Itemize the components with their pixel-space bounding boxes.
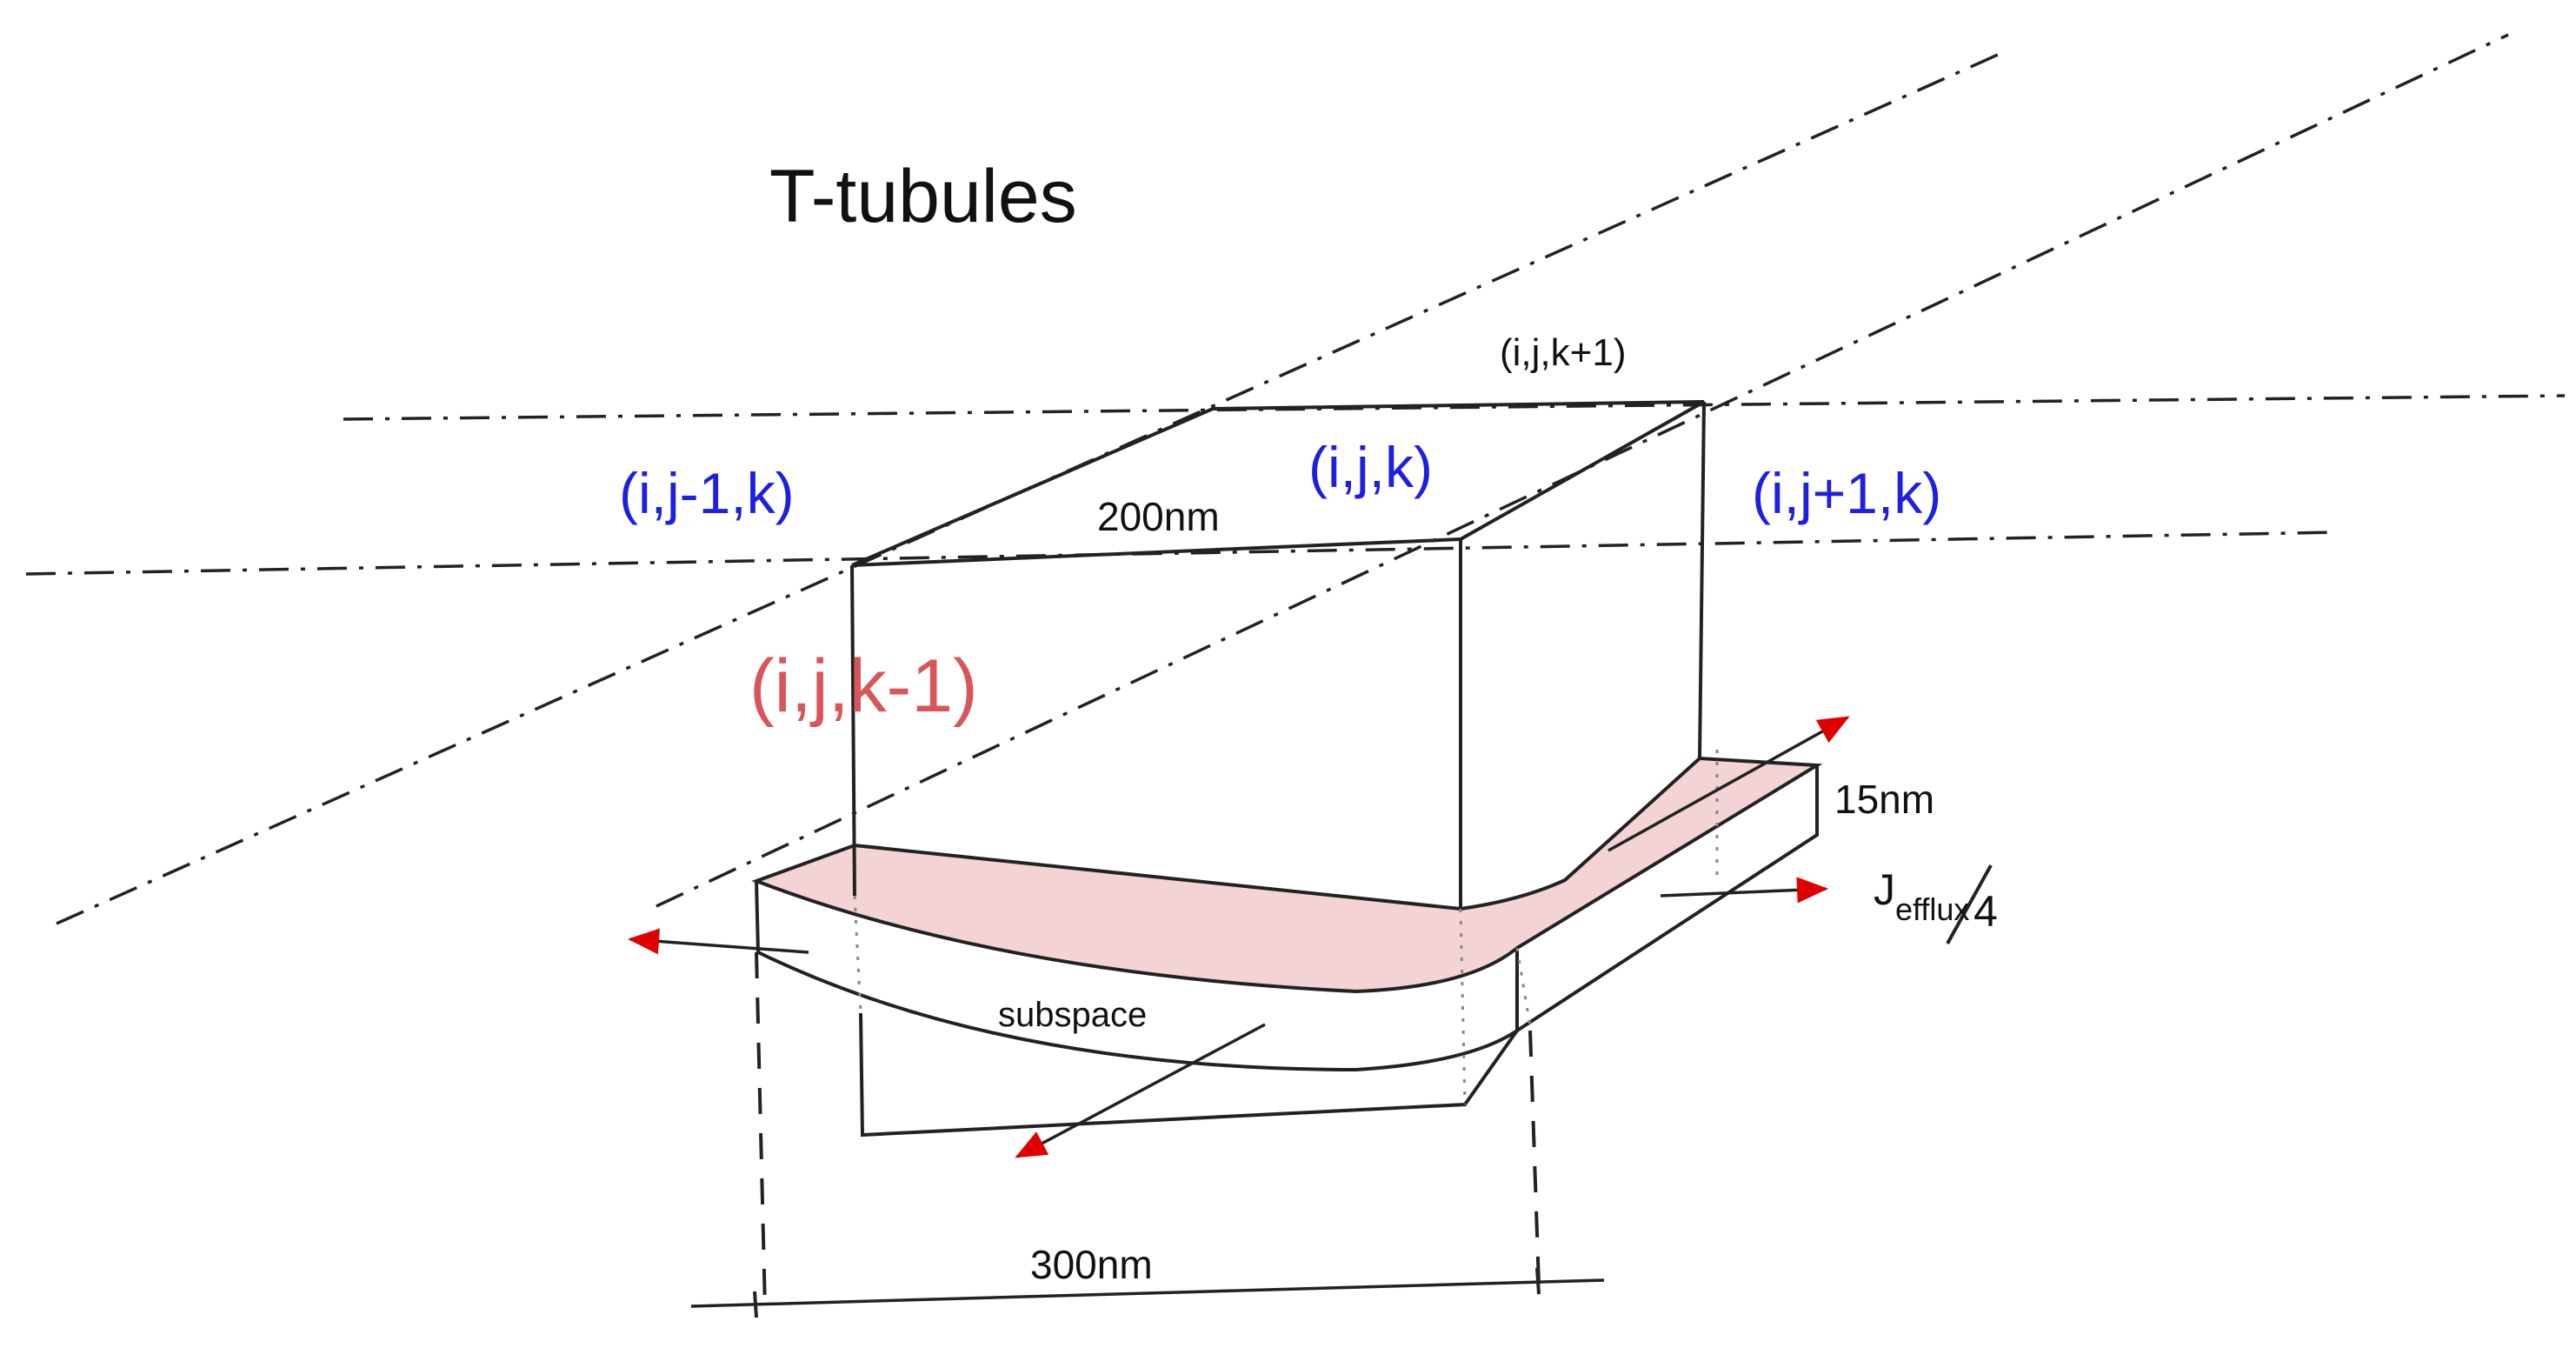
flux-fraction-slash bbox=[1946, 864, 1993, 944]
box-back-right-edge bbox=[1698, 401, 1706, 759]
box-top-face bbox=[851, 400, 1705, 567]
subspace-slab-front bbox=[755, 880, 1519, 1072]
dimension-tick-right bbox=[1535, 1267, 1541, 1295]
label-flux-j: Jefflux bbox=[1874, 865, 1969, 927]
label-flux-sub: efflux bbox=[1895, 891, 1969, 927]
lower-box bbox=[859, 1012, 1519, 1138]
grid-line-diagonal-lower bbox=[656, 33, 2509, 908]
dotted-edge-left bbox=[853, 895, 862, 1014]
label-subspace: subspace bbox=[998, 996, 1147, 1034]
dimension-guide-right bbox=[1528, 1030, 1541, 1286]
diagram-title: T-tubules bbox=[769, 155, 1077, 238]
dotted-edge-mid bbox=[1459, 908, 1467, 1105]
label-width-300nm: 300nm bbox=[1030, 1242, 1153, 1287]
grid-line-horizontal-upper bbox=[343, 394, 2566, 421]
efflux-arrow-front bbox=[1015, 1023, 1266, 1158]
subspace-slab-top bbox=[751, 756, 1823, 994]
efflux-arrow-back bbox=[1608, 716, 1850, 852]
label-flux-main: J bbox=[1874, 865, 1895, 914]
label-width-200nm: 200nm bbox=[1097, 494, 1220, 539]
box-front-left-edge bbox=[850, 564, 856, 897]
dotted-edge-right bbox=[1515, 947, 1532, 1027]
label-thickness-15nm: 15nm bbox=[1834, 777, 1934, 822]
dimension-line-300nm bbox=[690, 1278, 1605, 1308]
grid-line-horizontal-lower bbox=[25, 531, 2340, 576]
label-flux-divisor: 4 bbox=[1974, 887, 1998, 936]
dimension-guide-left bbox=[755, 951, 767, 1310]
efflux-arrow-left bbox=[628, 928, 809, 955]
label-right-neighbor: (i,j+1,k) bbox=[1752, 461, 1941, 525]
efflux-arrow-right bbox=[1660, 877, 1828, 904]
label-lower-neighbor: (i,j,k-1) bbox=[749, 644, 978, 728]
label-center-cell: (i,j,k) bbox=[1308, 435, 1433, 499]
dimension-tick-left bbox=[753, 1291, 758, 1318]
label-upper-neighbor: (i,j,k+1) bbox=[1500, 331, 1626, 374]
label-left-neighbor: (i,j-1,k) bbox=[619, 461, 795, 525]
